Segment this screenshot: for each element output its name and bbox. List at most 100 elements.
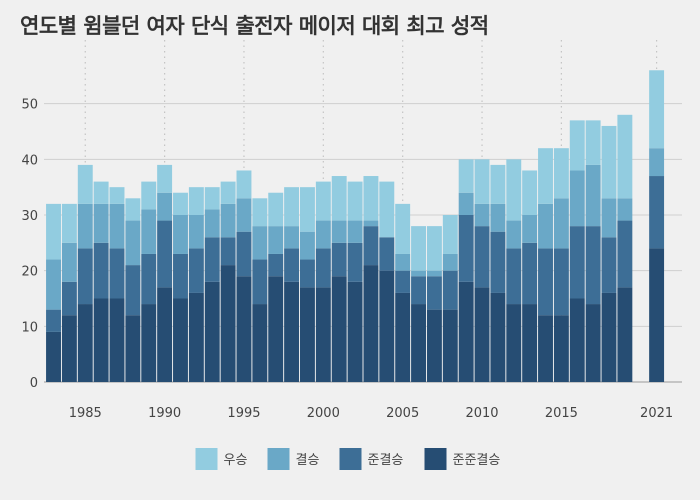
bar-segment <box>268 253 284 277</box>
y-tick-label: 10 <box>21 320 38 335</box>
bar-segment <box>506 159 522 221</box>
bar-segment <box>77 248 93 305</box>
bar-segment <box>490 231 506 293</box>
bar-segment <box>458 159 474 193</box>
bar-segment <box>522 304 538 382</box>
legend-swatch <box>267 448 290 470</box>
bar-segment <box>649 248 665 382</box>
bar-segment <box>252 226 268 260</box>
bar-segment <box>617 114 633 199</box>
bar-segment <box>490 292 506 382</box>
bar-segment <box>522 242 538 305</box>
legend-swatch <box>195 448 218 470</box>
bar-segment <box>363 226 379 266</box>
bar-segment <box>299 287 315 382</box>
bar-segment <box>347 281 363 382</box>
bar-segment <box>220 203 236 238</box>
bar-segment <box>331 242 347 277</box>
bar-segment <box>363 220 379 227</box>
bar-segment <box>284 248 300 282</box>
bar-segment <box>411 270 427 277</box>
bar-segment <box>125 220 141 266</box>
bar-segment <box>204 281 220 382</box>
bar-segment <box>395 270 411 293</box>
bar-segment <box>522 215 538 243</box>
bar-segment <box>569 170 585 227</box>
bar-segment <box>204 187 220 210</box>
bar-segment <box>236 198 252 232</box>
bar-segment <box>252 198 268 227</box>
x-tick-label: 2021 <box>640 406 673 421</box>
bar-segment <box>46 203 61 260</box>
legend-swatch <box>339 448 362 470</box>
bar-segment <box>506 248 522 305</box>
bar-segment <box>157 164 173 193</box>
x-tick-label: 1995 <box>227 406 260 421</box>
y-tick-label: 50 <box>21 98 38 113</box>
bar-segment <box>617 287 633 382</box>
bar-segment <box>188 248 204 293</box>
bar-segment <box>93 203 109 243</box>
x-tick-label: 2010 <box>465 406 498 421</box>
bar-segment <box>125 198 141 221</box>
bar-segment <box>569 226 585 299</box>
bar-segment <box>109 298 125 382</box>
bar-segment <box>173 215 188 254</box>
bar-segment <box>331 220 347 243</box>
bar-segment <box>299 231 315 260</box>
bar-segment <box>157 287 173 382</box>
bar-segment <box>77 304 93 382</box>
bar-segment <box>474 159 490 204</box>
bar-segment <box>188 187 204 215</box>
bar-segment <box>315 181 331 221</box>
bar-segment <box>442 215 458 254</box>
bar-segment <box>46 331 61 382</box>
y-tick-label: 30 <box>21 209 38 224</box>
bar-segment <box>61 315 77 382</box>
bar-segment <box>426 226 442 271</box>
bar-segment <box>458 215 474 282</box>
bar-segment <box>315 287 331 382</box>
bar-segment <box>236 276 252 382</box>
bar-segment <box>93 242 109 299</box>
bar-segment <box>411 276 427 305</box>
x-tick-label: 1990 <box>148 406 181 421</box>
bar-segment <box>252 304 268 382</box>
bar-segment <box>109 248 125 299</box>
legend-label: 준준결승 <box>453 453 501 468</box>
bar-segment <box>141 209 157 254</box>
bar-segment <box>125 265 141 316</box>
legend-label: 준결승 <box>368 453 404 468</box>
bar-segment <box>141 181 157 210</box>
bar-segment <box>347 242 363 282</box>
bar-segment <box>61 242 77 282</box>
bar-segment <box>553 198 569 249</box>
bar-segment <box>506 304 522 382</box>
bar-segment <box>458 192 474 215</box>
bar-segment <box>125 315 141 382</box>
bar-segment <box>46 259 61 310</box>
bar-segment <box>252 259 268 305</box>
bar-segment <box>173 253 188 299</box>
bar-segment <box>284 281 300 382</box>
bar-segment <box>46 309 61 332</box>
bar-segment <box>474 226 490 288</box>
bar-segment <box>109 187 125 204</box>
bar-segment <box>141 304 157 382</box>
bar-segment <box>77 203 93 249</box>
bar-segment <box>379 237 395 271</box>
bar-segment <box>617 220 633 288</box>
bar-segment <box>506 220 522 249</box>
chart-title: 연도별 윔블던 여자 단식 출전자 메이저 대회 최고 성적 <box>20 14 489 38</box>
legend: 우승 결승 준결승 준준결승 <box>195 448 501 470</box>
bar-segment <box>299 187 315 232</box>
bar-segment <box>220 181 236 204</box>
bar-segment <box>474 287 490 382</box>
bar-segment <box>426 309 442 382</box>
bar-segment <box>173 298 188 382</box>
bar-segment <box>220 237 236 266</box>
bar-segment <box>204 209 220 238</box>
bar-segment <box>109 203 125 249</box>
bar-segment <box>538 248 553 316</box>
